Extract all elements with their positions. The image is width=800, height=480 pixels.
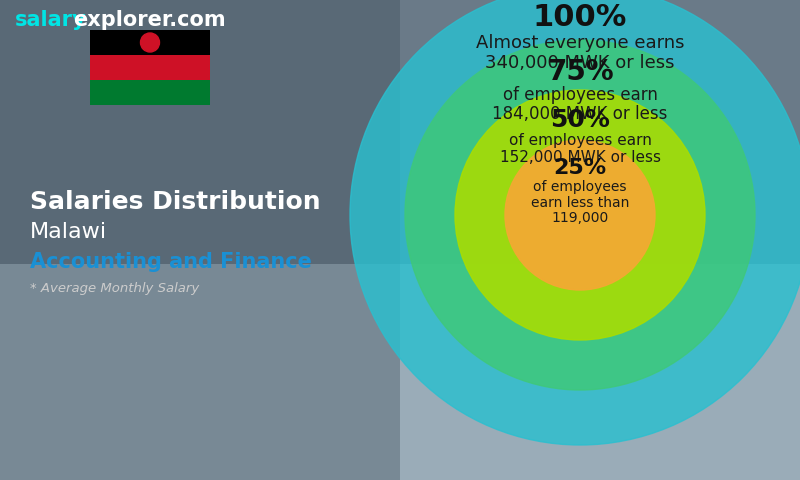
Bar (90, 80, 210, 105)
Circle shape (455, 90, 705, 340)
Bar (90, 55, 210, 80)
Bar (90, 30, 210, 55)
Bar (0, 0, 400, 480)
Text: 100%: 100% (533, 3, 627, 32)
Circle shape (505, 140, 655, 290)
Text: explorer.com: explorer.com (73, 10, 226, 30)
Text: 340,000 MWK or less: 340,000 MWK or less (486, 54, 674, 72)
Text: salary: salary (15, 10, 86, 30)
Text: of employees earn: of employees earn (509, 133, 651, 148)
Bar (0, 0, 800, 264)
Text: * Average Monthly Salary: * Average Monthly Salary (30, 282, 199, 295)
Circle shape (350, 0, 800, 445)
Text: of employees: of employees (534, 180, 626, 194)
Text: earn less than: earn less than (531, 196, 629, 210)
Text: 152,000 MWK or less: 152,000 MWK or less (499, 150, 661, 165)
Circle shape (405, 40, 755, 390)
Text: Almost everyone earns: Almost everyone earns (476, 34, 684, 52)
Text: 75%: 75% (546, 58, 614, 86)
Text: 50%: 50% (550, 108, 610, 132)
Text: 25%: 25% (554, 158, 606, 178)
Text: 119,000: 119,000 (551, 211, 609, 226)
Text: of employees earn: of employees earn (502, 86, 658, 104)
Text: Malawi: Malawi (30, 222, 107, 242)
Circle shape (141, 33, 159, 52)
Text: Salaries Distribution: Salaries Distribution (30, 190, 321, 214)
Bar (0, 264, 800, 480)
Text: Accounting and Finance: Accounting and Finance (30, 252, 312, 272)
Text: 184,000 MWK or less: 184,000 MWK or less (492, 105, 668, 122)
